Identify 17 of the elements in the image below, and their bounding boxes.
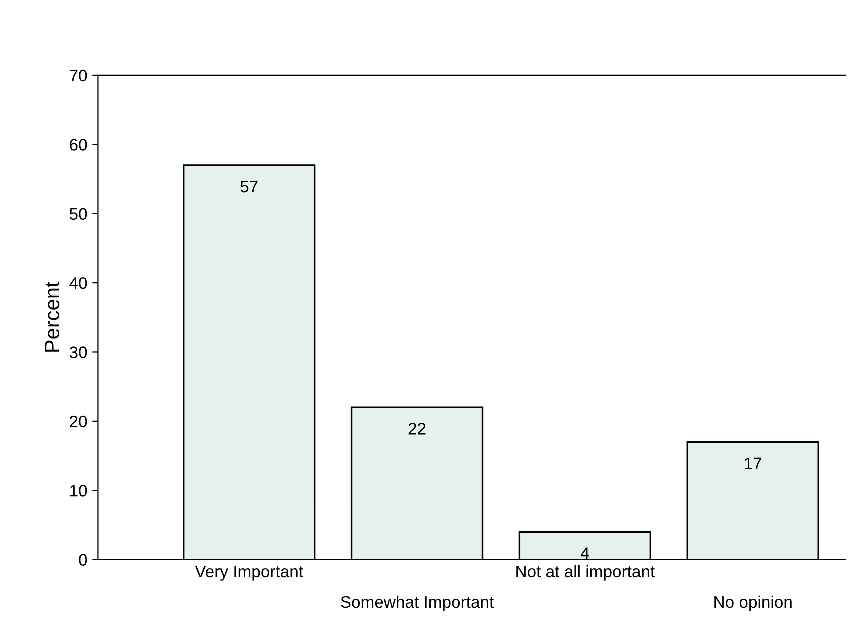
y-tick-label: 10 [70,485,88,497]
y-tick-label: 40 [70,277,88,290]
data-label: 4 [580,548,590,560]
x-tick-label: Somewhat Important [341,596,494,612]
y-tick-label: 50 [70,208,88,220]
y-tick-label: 60 [70,139,88,151]
data-label: 57 [240,181,258,193]
data-label: 22 [408,423,426,435]
x-tick-label: Very Important [195,566,304,581]
y-axis-title: Percent [45,282,60,352]
y-tick-label: 0 [79,554,88,566]
y-tick-label: 20 [70,416,88,428]
data-label: 17 [745,458,762,470]
x-tick-label: Not at all important [516,565,655,581]
y-tick-label: 70 [70,70,88,82]
y-tick-label: 30 [70,346,88,358]
x-tick-label: No opinion [714,596,792,612]
